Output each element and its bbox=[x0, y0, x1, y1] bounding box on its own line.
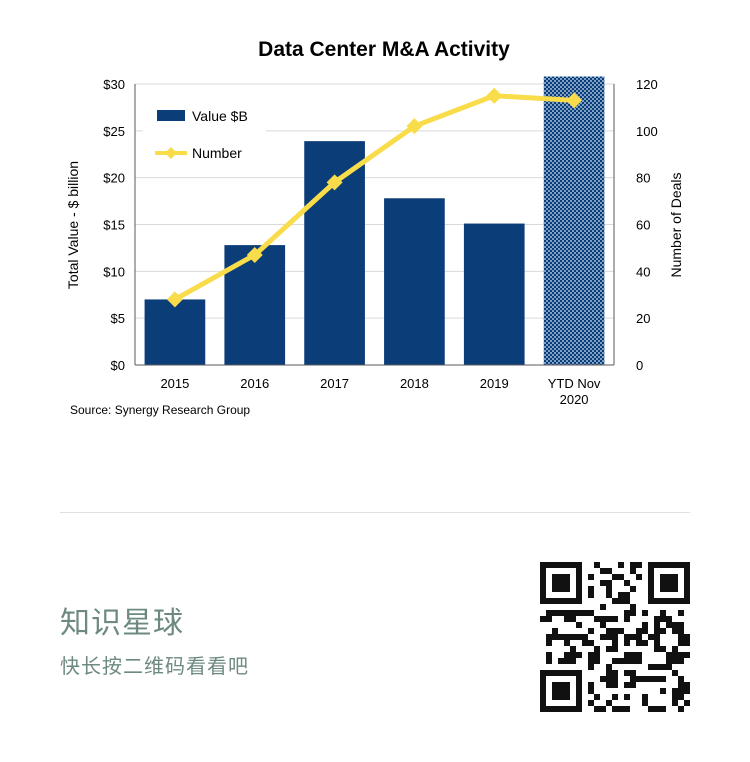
chart-title: Data Center M&A Activity bbox=[258, 38, 510, 61]
line-point bbox=[406, 118, 423, 135]
series-line bbox=[173, 93, 575, 302]
line-point bbox=[566, 92, 583, 109]
qr-code-icon[interactable] bbox=[540, 562, 690, 712]
line-point bbox=[246, 246, 263, 263]
x-tick-label: 2016 bbox=[240, 376, 269, 391]
divider bbox=[60, 512, 690, 513]
x-tick-label: 2017 bbox=[320, 376, 349, 391]
line-point bbox=[166, 291, 183, 308]
legend-label: Number bbox=[192, 145, 242, 161]
bar bbox=[144, 299, 206, 365]
x-tick-label: 2019 bbox=[480, 376, 509, 391]
y-axis-left-label: Total Value - $ billion bbox=[65, 161, 81, 289]
source-note: Source: Synergy Research Group bbox=[70, 403, 250, 417]
footer-title: 知识星球 bbox=[60, 606, 184, 641]
y-left-tick-label: $25 bbox=[103, 124, 125, 139]
y-right-tick-label: 100 bbox=[636, 124, 658, 139]
legend-swatch-bar bbox=[157, 110, 185, 121]
line-point bbox=[326, 174, 343, 191]
y-right-tick-label: 0 bbox=[636, 358, 643, 373]
legend-box bbox=[143, 96, 266, 171]
x-tick-label: YTD Nov 2020 bbox=[548, 376, 601, 407]
chart: Data Center M&A Activity $0 $5 $10 $15 $20 $2… bbox=[65, 38, 684, 417]
y-axis-right-label: Number of Deals bbox=[668, 172, 684, 277]
y-left-tick-label: $5 bbox=[111, 311, 125, 326]
legend-label: Value $B bbox=[192, 108, 248, 124]
legend: Value $B Number bbox=[143, 96, 266, 171]
y-right-tick-label: 40 bbox=[636, 264, 650, 279]
y-right-tick-label: 80 bbox=[636, 171, 650, 186]
footer-subtitle: 快长按二维码看看吧 bbox=[60, 654, 249, 678]
bar bbox=[224, 245, 286, 365]
y-left-tick-label: $20 bbox=[103, 171, 125, 186]
y-left-tick-label: $10 bbox=[103, 264, 125, 279]
y-right-tick-label: 60 bbox=[636, 218, 650, 233]
x-tick-label: 2015 bbox=[160, 376, 189, 391]
line-point bbox=[486, 87, 503, 104]
legend-swatch-marker bbox=[165, 147, 177, 159]
y-right-tick-label: 120 bbox=[636, 77, 658, 92]
bar bbox=[463, 223, 525, 365]
y-left-tick-label: $0 bbox=[111, 358, 125, 373]
y-left-tick-label: $15 bbox=[103, 218, 125, 233]
y-right-tick-label: 20 bbox=[636, 311, 650, 326]
bar bbox=[384, 198, 445, 365]
x-tick-label: 2018 bbox=[400, 376, 429, 391]
bar bbox=[543, 76, 605, 366]
y-left-tick-label: $30 bbox=[103, 77, 125, 92]
